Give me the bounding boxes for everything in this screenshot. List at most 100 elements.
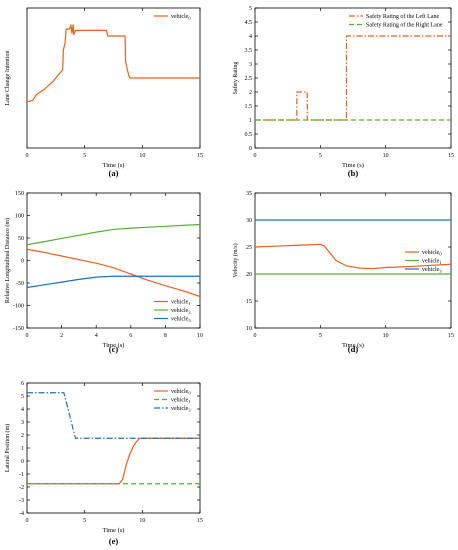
plot-area — [254, 192, 452, 329]
series-line-vehicle-3 — [26, 275, 200, 289]
y-tick-label: 0 — [249, 146, 252, 152]
y-axis-label: Lane Change Intention — [5, 51, 11, 106]
x-axis-label: Time (s) — [103, 162, 125, 169]
y-tick-label: 1 — [249, 118, 252, 124]
panel-caption: (a) — [109, 168, 119, 178]
series-line-vehicle-3 — [27, 392, 200, 439]
x-tick-label: 10 — [383, 153, 389, 159]
x-tick-label: 0 — [26, 518, 29, 524]
y-tick-label: 4.5 — [245, 20, 253, 26]
legend-name: vehicle — [422, 250, 440, 256]
y-axis-label: Relative Longitudinal Distance (m) — [4, 218, 11, 303]
legend: vehicle0 — [154, 14, 191, 21]
y-tick-label: -100 — [13, 304, 24, 310]
legend-entry: Safety Rating of the Left Lane — [366, 13, 439, 20]
legend-name: vehicle — [171, 300, 189, 306]
x-tick-label: 15 — [448, 333, 454, 339]
y-tick-label: 15 — [246, 299, 252, 305]
legend-subscript: 3 — [188, 318, 191, 323]
x-axis-label: Time (s) — [342, 162, 364, 169]
x-tick-label: 10 — [383, 333, 389, 339]
y-tick-label: 2 — [21, 433, 24, 439]
x-tick-label: 0 — [26, 153, 29, 159]
x-tick-label: 10 — [197, 333, 203, 339]
legend-subscript: 0 — [188, 391, 191, 396]
x-tick-label: 5 — [83, 153, 86, 159]
y-tick-label: 4 — [21, 407, 24, 413]
legend-name: vehicle — [171, 398, 189, 404]
x-tick-label: 0 — [254, 153, 257, 159]
legend-entry: vehicle1 — [422, 259, 442, 266]
legend: Safety Rating of the Left Lane Safety Rat… — [349, 13, 443, 29]
y-tick-label: 50 — [18, 236, 24, 242]
x-tick-label: 5 — [319, 153, 322, 159]
panel-caption: (b) — [348, 168, 359, 178]
x-tick-label: 10 — [139, 518, 145, 524]
x-tick-label: 0 — [254, 333, 257, 339]
y-tick-label: -1 — [19, 472, 24, 478]
y-tick-label: 5 — [249, 6, 252, 12]
x-tick-label: 5 — [319, 333, 322, 339]
y-tick-label: 100 — [15, 214, 24, 220]
legend-name: vehicle — [171, 14, 189, 20]
legend-name: vehicle — [171, 308, 189, 314]
x-tick-label: 15 — [197, 153, 203, 159]
y-tick-label: 0 — [21, 459, 24, 465]
series-line-vehicle-1 — [26, 248, 201, 298]
legend-entry: vehicle1 — [171, 398, 191, 405]
x-tick-label: 2 — [60, 333, 63, 339]
y-tick-label: 3 — [249, 62, 252, 68]
y-tick-label: 0 — [21, 259, 24, 265]
legend-entry: vehicle3 — [171, 406, 191, 413]
y-tick-label: 35 — [246, 191, 252, 197]
legend-entry: vehicle1 — [171, 300, 191, 307]
y-tick-label: 1 — [21, 446, 24, 452]
y-axis-label: Velocity (m/s) — [232, 243, 239, 277]
y-tick-label: 1.5 — [245, 104, 253, 110]
legend-subscript: 1 — [188, 399, 190, 404]
panel-caption: (e) — [109, 536, 119, 546]
series-line-vehicle-0 — [26, 24, 200, 103]
legend-subscript: 1 — [188, 301, 190, 306]
legend-entry: vehicle3 — [171, 317, 191, 324]
x-tick-label: 8 — [164, 333, 167, 339]
y-tick-label: 25 — [246, 245, 252, 251]
y-tick-label: 4 — [249, 34, 252, 40]
y-tick-label: 10 — [246, 326, 252, 332]
y-tick-label: 2 — [249, 90, 252, 96]
y-tick-label: 2.5 — [245, 76, 253, 82]
x-axis-label: Time (s) — [103, 342, 125, 349]
y-tick-label: -4 — [19, 511, 24, 517]
y-tick-label: -150 — [13, 326, 24, 332]
legend-subscript: 0 — [188, 16, 191, 21]
y-tick-label: 3 — [21, 420, 24, 426]
legend-entry: vehicle0 — [171, 389, 191, 396]
y-axis-label: Lateral Position (m) — [4, 424, 11, 472]
y-tick-label: 5 — [21, 394, 24, 400]
plot-area — [254, 7, 452, 149]
x-tick-label: 0 — [26, 333, 29, 339]
y-tick-label: -50 — [16, 281, 24, 287]
x-tick-label: 10 — [139, 153, 145, 159]
legend-entry: vehicle0 — [171, 14, 191, 21]
legend-name: vehicle — [422, 267, 440, 273]
series-line-series-0 — [255, 35, 451, 121]
legend-name: Safety Rating of the Right Lane — [366, 22, 443, 29]
chart-panel-b: 0 5 10 15 0 0.5 1 1.5 2 2.5 3 3.5 4 4.5 5 Time (s) Safet… — [232, 6, 454, 178]
y-axis-label: Safety Rating — [232, 62, 239, 95]
legend-subscript: 2 — [188, 310, 190, 315]
legend-name: Safety Rating of the Left Lane — [366, 13, 439, 20]
x-tick-label: 15 — [448, 153, 454, 159]
legend-subscript: 0 — [439, 252, 442, 257]
x-tick-label: 15 — [197, 518, 203, 524]
y-tick-label: 0.5 — [245, 132, 253, 138]
x-tick-label: 4 — [95, 333, 98, 339]
series-line-vehicle-2 — [26, 223, 201, 246]
y-tick-label: 3.5 — [245, 48, 253, 54]
